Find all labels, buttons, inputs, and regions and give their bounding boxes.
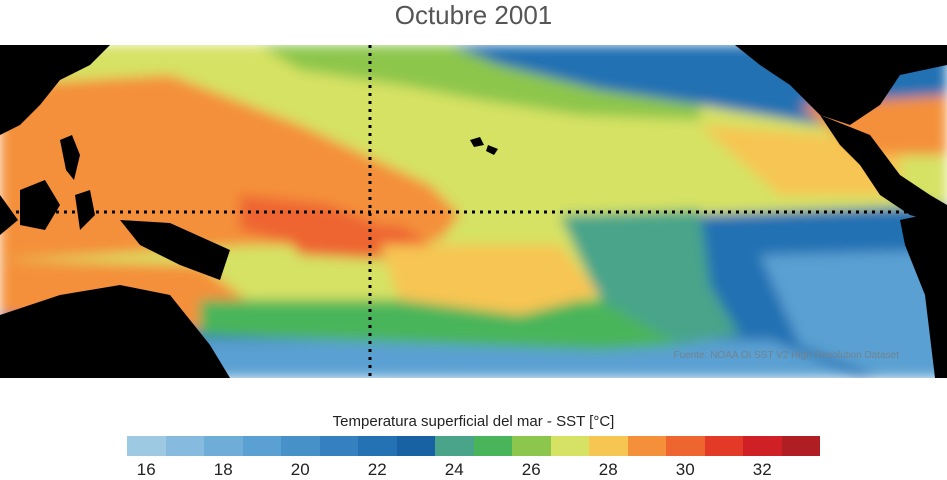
land-north-america: [735, 45, 947, 125]
colorbar-tick-label: 32: [752, 460, 772, 479]
colorbar-tick-label: 24: [444, 460, 464, 479]
land-philippines: [60, 135, 80, 180]
colorbar-segment: [435, 436, 474, 456]
land-hawaii: [470, 137, 484, 147]
colorbar-tick-label: 28: [598, 460, 618, 479]
colorbar-segment: [627, 436, 666, 456]
colorbar: [127, 436, 820, 456]
colorbar-tick-label: 22: [367, 460, 387, 479]
colorbar-tick-label: 26: [521, 460, 541, 479]
colorbar-segment: [473, 436, 512, 456]
reference-lines: [0, 45, 947, 378]
colorbar-segment: [281, 436, 320, 456]
colorbar-segment: [358, 436, 397, 456]
land-australia: [0, 285, 230, 378]
colorbar-tick-label: 20: [290, 460, 310, 479]
colorbar-segment: [204, 436, 243, 456]
land-mexico: [820, 115, 947, 225]
sst-south-green: [200, 300, 680, 350]
data-source-credit: Fuente: NOAA OI SST V2 High Resolution D…: [673, 350, 899, 361]
land-hawaii-2: [486, 145, 498, 155]
colorbar-segment: [550, 436, 589, 456]
sst-east-cold: [760, 250, 947, 378]
colorbar-tick-label: 30: [675, 460, 695, 479]
sst-teal-band: [560, 210, 740, 345]
colorbar-ticks: 16 18 20 22 24 26 28 30 32: [0, 460, 947, 480]
land-borneo: [20, 180, 60, 230]
colorbar-segment: [242, 436, 281, 456]
colorbar-segment: [743, 436, 782, 456]
land-south-america: [900, 210, 947, 378]
land-sumatra: [0, 195, 18, 235]
colorbar-label: Temperatura superficial del mar - SST [°…: [332, 413, 615, 430]
colorbar-segment: [127, 436, 166, 456]
sst-map: [0, 45, 947, 378]
colorbar-segment: [512, 436, 551, 456]
map-title: Octubre 2001: [394, 0, 553, 30]
colorbar-segment: [666, 436, 705, 456]
colorbar-segment: [589, 436, 628, 456]
land-sulawesi: [75, 190, 95, 230]
colorbar-segment: [165, 436, 204, 456]
colorbar-tick-label: 16: [136, 460, 156, 479]
land-asia: [0, 45, 110, 135]
colorbar-segment: [319, 436, 358, 456]
colorbar-segment: [781, 436, 820, 456]
colorbar-tick-label: 18: [213, 460, 233, 479]
colorbar-segment: [704, 436, 743, 456]
sst-central-yellow: [380, 245, 600, 315]
land-new-guinea: [120, 220, 230, 280]
colorbar-segment: [396, 436, 435, 456]
land: [0, 45, 947, 378]
